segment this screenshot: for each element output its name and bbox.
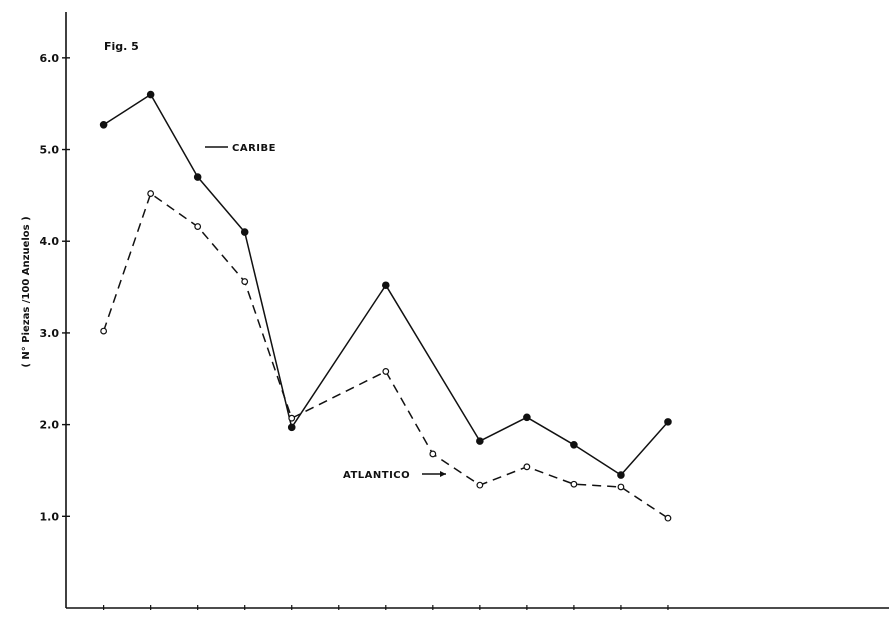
atlantico-series-label: ATLANTICO	[343, 470, 410, 481]
data-point-atlantico	[570, 480, 578, 488]
caribe-series-label: CARIBE	[232, 143, 276, 154]
data-point-atlantico	[241, 278, 249, 285]
y-tick-label: 6.0	[40, 52, 60, 65]
data-point-atlantico	[194, 223, 202, 230]
y-tick-label: 5.0	[40, 144, 60, 157]
chart-axes	[65, 12, 889, 609]
data-point-atlantico	[429, 450, 437, 458]
data-point-caribe	[146, 90, 155, 99]
data-point-caribe	[99, 120, 108, 129]
x-axis-ticks	[103, 605, 669, 610]
y-axis-label: ( N° Piezas /100 Anzuelos )	[21, 216, 32, 367]
series-layer	[99, 90, 672, 522]
caribe-annotation: CARIBE	[205, 143, 276, 154]
figure-label: Fig. 5	[104, 40, 139, 53]
atlantico-pointer-arrowhead	[440, 471, 446, 477]
data-point-caribe	[664, 418, 672, 426]
y-tick-label: 4.0	[40, 235, 60, 248]
data-point-atlantico	[382, 368, 390, 375]
data-point-atlantico	[100, 327, 108, 335]
data-point-caribe	[617, 471, 625, 479]
atlantico-annotation: ATLANTICO	[343, 470, 446, 481]
data-point-atlantico	[664, 514, 672, 522]
data-point-atlantico	[523, 463, 531, 471]
data-point-atlantico	[617, 483, 625, 491]
data-point-caribe	[381, 281, 390, 290]
series-line-atlantico	[102, 192, 669, 519]
y-axis-ticks: 1.0 2.0 3.0 4.0 5.0 6.0	[40, 52, 70, 523]
data-point-atlantico	[147, 190, 155, 197]
y-tick-label: 3.0	[40, 327, 60, 340]
data-point-caribe	[193, 173, 202, 181]
series-atlantico	[100, 190, 672, 522]
y-tick-label: 2.0	[40, 419, 60, 432]
y-tick-label: 1.0	[40, 510, 60, 523]
data-point-caribe	[287, 423, 296, 432]
data-point-caribe	[570, 440, 578, 449]
data-point-atlantico	[476, 481, 484, 489]
data-point-caribe	[476, 437, 484, 445]
data-point-atlantico	[288, 414, 296, 422]
data-point-caribe	[523, 413, 531, 422]
series-caribe	[99, 90, 672, 479]
data-point-caribe	[240, 228, 249, 236]
